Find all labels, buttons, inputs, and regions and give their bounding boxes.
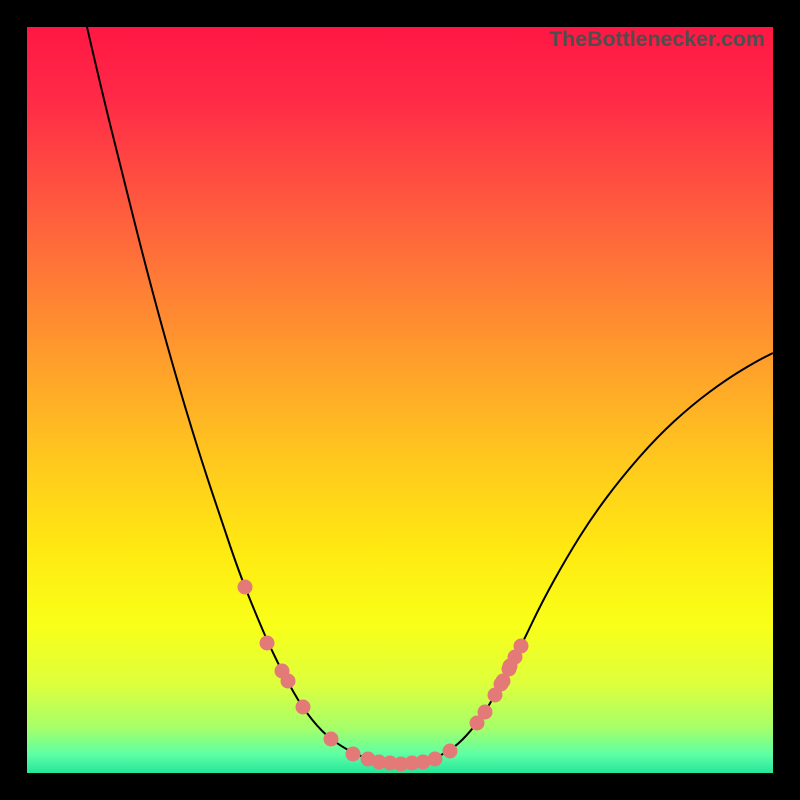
data-marker [260, 636, 274, 650]
data-marker [346, 747, 360, 761]
data-marker [443, 744, 457, 758]
data-marker [324, 732, 338, 746]
data-marker [238, 580, 252, 594]
data-marker [428, 752, 442, 766]
data-markers [238, 580, 528, 771]
data-marker [478, 705, 492, 719]
chart-outer-frame: TheBottlenecker.com [0, 0, 800, 800]
data-marker [281, 674, 295, 688]
chart-curve-layer [27, 27, 773, 773]
data-marker [514, 639, 528, 653]
data-marker [296, 700, 310, 714]
chart-plot-area: TheBottlenecker.com [27, 27, 773, 773]
bottleneck-curve [87, 27, 773, 764]
